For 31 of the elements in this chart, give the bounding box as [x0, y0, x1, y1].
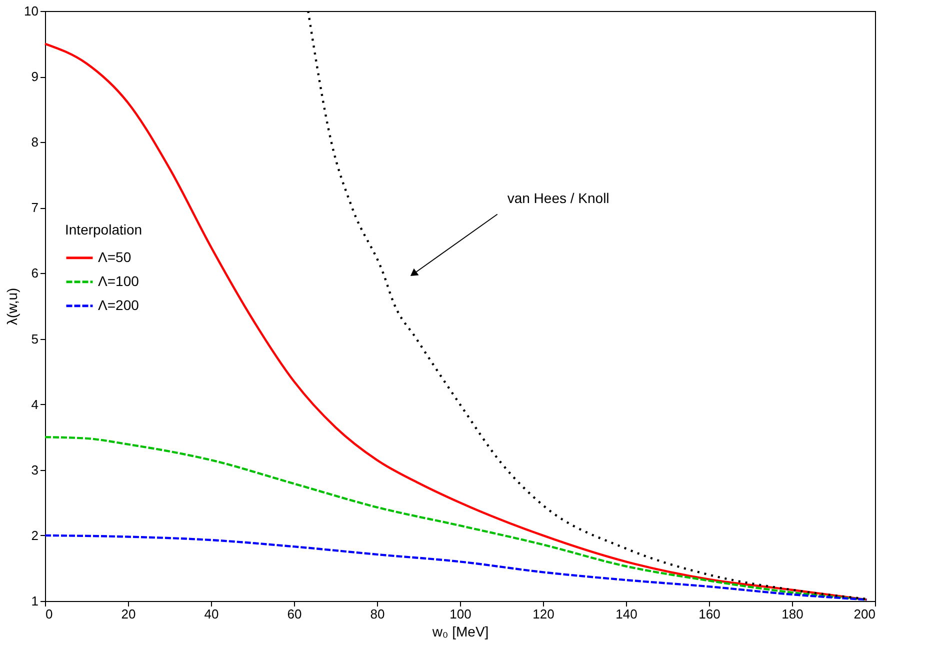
- x-tick-label: 40: [204, 606, 219, 622]
- y-tick-label: 8: [31, 134, 38, 150]
- legend-title: Interpolation: [65, 221, 142, 238]
- annotation: van Hees / Knoll: [507, 190, 610, 206]
- legend-label: Λ=50: [98, 248, 132, 265]
- y-tick-label: 4: [31, 396, 38, 412]
- x-tick-label: 180: [782, 606, 804, 622]
- y-tick-label: 6: [31, 266, 38, 281]
- x-tick-label: 120: [532, 606, 554, 622]
- y-tick-label: 3: [31, 462, 38, 478]
- y-tick-label: 5: [31, 331, 38, 346]
- x-tick-label: 160: [698, 606, 720, 622]
- x-axis-title: w₀ [MeV]: [431, 624, 489, 640]
- x-tick-label: 80: [370, 606, 385, 622]
- x-tick-label: 60: [287, 606, 302, 622]
- line-series: [44, 42, 868, 601]
- y-tick-label: 7: [31, 200, 38, 216]
- line-series: [44, 534, 868, 601]
- x-tick-label: 100: [450, 606, 472, 622]
- y-tick-label: 9: [31, 69, 38, 84]
- legend-label: Λ=100: [98, 272, 140, 289]
- y-tick-label: 2: [31, 528, 38, 543]
- x-tick-label: 200: [854, 606, 876, 622]
- line-series: [44, 436, 868, 601]
- x-tick-label: 0: [46, 606, 53, 622]
- legend-label: Λ=200: [98, 296, 140, 313]
- y-tick-label: 1: [31, 594, 38, 608]
- y-axis-title: λ(w,u): [4, 288, 20, 326]
- y-tick-label: 10: [24, 4, 38, 18]
- x-tick-label: 140: [616, 606, 638, 622]
- x-tick-label: 20: [121, 606, 136, 622]
